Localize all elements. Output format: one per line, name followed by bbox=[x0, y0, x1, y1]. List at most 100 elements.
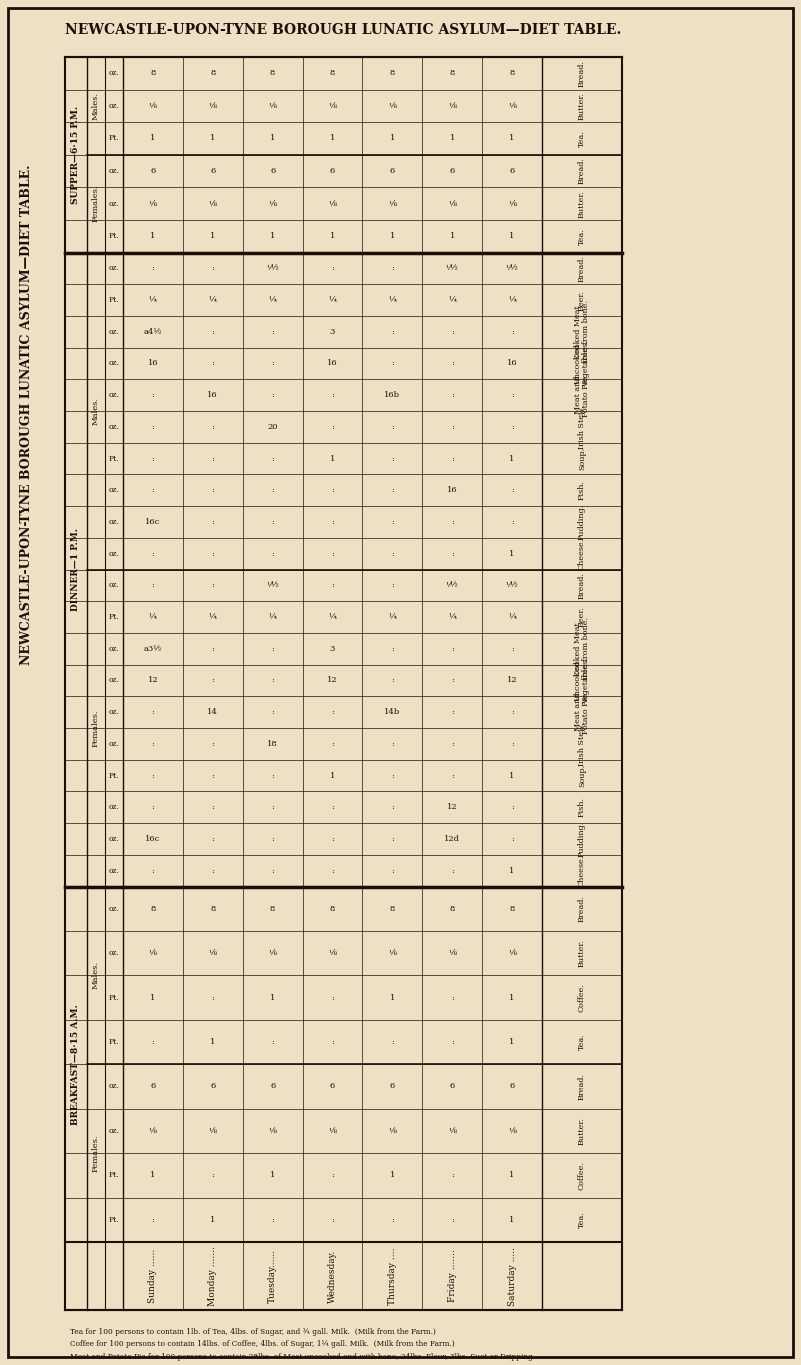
Text: 6: 6 bbox=[509, 167, 515, 175]
Text: Soup.: Soup. bbox=[578, 446, 586, 470]
Text: :: : bbox=[331, 740, 334, 748]
Text: :: : bbox=[211, 550, 214, 558]
Text: 1: 1 bbox=[389, 1171, 395, 1179]
Text: oz.: oz. bbox=[109, 102, 119, 109]
Text: ⅛: ⅛ bbox=[328, 949, 336, 957]
Text: :: : bbox=[211, 328, 214, 336]
Text: :: : bbox=[510, 423, 513, 431]
Text: 12: 12 bbox=[327, 677, 338, 684]
Text: a4½: a4½ bbox=[143, 328, 162, 336]
Text: 1: 1 bbox=[509, 135, 515, 142]
Text: :: : bbox=[272, 392, 274, 399]
Text: NEWCASTLE-UPON-TYNE BOROUGH LUNATIC ASYLUM—DIET TABLE.: NEWCASTLE-UPON-TYNE BOROUGH LUNATIC ASYL… bbox=[21, 165, 34, 665]
Text: oz.: oz. bbox=[109, 949, 119, 957]
Text: 1: 1 bbox=[270, 135, 276, 142]
Text: :: : bbox=[151, 581, 155, 590]
Text: ¼: ¼ bbox=[209, 296, 217, 304]
Text: ⅛: ⅛ bbox=[209, 1127, 217, 1134]
Text: ⅟½: ⅟½ bbox=[446, 265, 459, 273]
Text: Pt.: Pt. bbox=[109, 1037, 119, 1046]
Text: oz.: oz. bbox=[109, 867, 119, 875]
Text: 1: 1 bbox=[210, 1037, 215, 1046]
Text: 8: 8 bbox=[151, 70, 155, 78]
Text: Females.: Females. bbox=[92, 1134, 100, 1173]
Text: :: : bbox=[391, 328, 394, 336]
Text: ⅛: ⅛ bbox=[149, 949, 157, 957]
Text: Bread.: Bread. bbox=[578, 255, 586, 281]
Text: :: : bbox=[272, 359, 274, 367]
Text: :: : bbox=[211, 265, 214, 273]
Text: :: : bbox=[272, 550, 274, 558]
Text: ⅛: ⅛ bbox=[209, 102, 217, 109]
Text: 14b: 14b bbox=[384, 708, 400, 717]
Text: 8: 8 bbox=[270, 905, 276, 913]
Text: 1: 1 bbox=[509, 455, 515, 463]
Text: Males.: Males. bbox=[92, 961, 100, 990]
Text: ⅟½: ⅟½ bbox=[266, 265, 279, 273]
Text: Pt.: Pt. bbox=[109, 1216, 119, 1224]
Text: Meat and
Potato Pie.: Meat and Potato Pie. bbox=[574, 691, 590, 734]
Text: 8: 8 bbox=[210, 70, 215, 78]
Text: Bread.: Bread. bbox=[578, 60, 586, 87]
Text: 16: 16 bbox=[447, 486, 457, 494]
Text: :: : bbox=[211, 486, 214, 494]
Text: ¼: ¼ bbox=[508, 296, 516, 304]
Text: :: : bbox=[391, 835, 394, 844]
Text: 6: 6 bbox=[210, 167, 215, 175]
Text: :: : bbox=[211, 644, 214, 652]
Text: 1: 1 bbox=[330, 455, 335, 463]
Text: 16: 16 bbox=[327, 359, 338, 367]
Text: 14: 14 bbox=[207, 708, 218, 717]
Text: ⅛: ⅛ bbox=[508, 949, 516, 957]
Text: :: : bbox=[451, 517, 453, 526]
Text: :: : bbox=[391, 550, 394, 558]
Text: ¼: ¼ bbox=[328, 613, 336, 621]
Text: Tuesday......: Tuesday...... bbox=[268, 1249, 277, 1304]
Text: 6: 6 bbox=[151, 1082, 155, 1091]
Text: ⅛: ⅛ bbox=[268, 102, 276, 109]
Text: Wednesday.: Wednesday. bbox=[328, 1249, 337, 1302]
Text: :: : bbox=[391, 677, 394, 684]
Text: Females.: Females. bbox=[92, 184, 100, 222]
Text: 1: 1 bbox=[151, 135, 155, 142]
Text: :: : bbox=[211, 803, 214, 811]
Text: Males.: Males. bbox=[92, 397, 100, 425]
Text: Pt.: Pt. bbox=[109, 232, 119, 240]
Text: :: : bbox=[391, 359, 394, 367]
Text: 1: 1 bbox=[449, 232, 455, 240]
Text: Sunday ......: Sunday ...... bbox=[148, 1249, 158, 1304]
Text: :: : bbox=[451, 740, 453, 748]
Text: :: : bbox=[151, 1216, 155, 1224]
Text: :: : bbox=[331, 581, 334, 590]
Text: Irish Stew.: Irish Stew. bbox=[578, 722, 586, 766]
Text: :: : bbox=[451, 455, 453, 463]
Text: ¼: ¼ bbox=[449, 613, 457, 621]
Text: 1: 1 bbox=[151, 1171, 155, 1179]
Text: 3: 3 bbox=[330, 328, 335, 336]
Text: :: : bbox=[331, 1037, 334, 1046]
Text: 6: 6 bbox=[330, 167, 335, 175]
Text: ¼: ¼ bbox=[508, 613, 516, 621]
Text: :: : bbox=[211, 1171, 214, 1179]
Text: Females.: Females. bbox=[92, 710, 100, 747]
Text: Cooked Meat
free from bone.: Cooked Meat free from bone. bbox=[574, 300, 590, 363]
Text: oz.: oz. bbox=[109, 708, 119, 717]
Text: ⅟½: ⅟½ bbox=[446, 581, 459, 590]
Text: 20: 20 bbox=[268, 423, 278, 431]
Text: Butter.: Butter. bbox=[578, 939, 586, 966]
Text: 6: 6 bbox=[330, 1082, 335, 1091]
Text: :: : bbox=[151, 803, 155, 811]
Text: :: : bbox=[510, 392, 513, 399]
Text: 12d: 12d bbox=[445, 835, 461, 844]
Text: ⅛: ⅛ bbox=[388, 199, 396, 207]
Text: 18: 18 bbox=[268, 740, 278, 748]
Text: :: : bbox=[391, 581, 394, 590]
Text: Pt.: Pt. bbox=[109, 135, 119, 142]
Text: :: : bbox=[451, 771, 453, 779]
Text: :: : bbox=[391, 1216, 394, 1224]
Text: :: : bbox=[510, 644, 513, 652]
Text: Coffee.: Coffee. bbox=[578, 1160, 586, 1190]
Text: 1: 1 bbox=[270, 1171, 276, 1179]
Text: 6: 6 bbox=[449, 1082, 455, 1091]
Text: ⅟½: ⅟½ bbox=[266, 581, 279, 590]
